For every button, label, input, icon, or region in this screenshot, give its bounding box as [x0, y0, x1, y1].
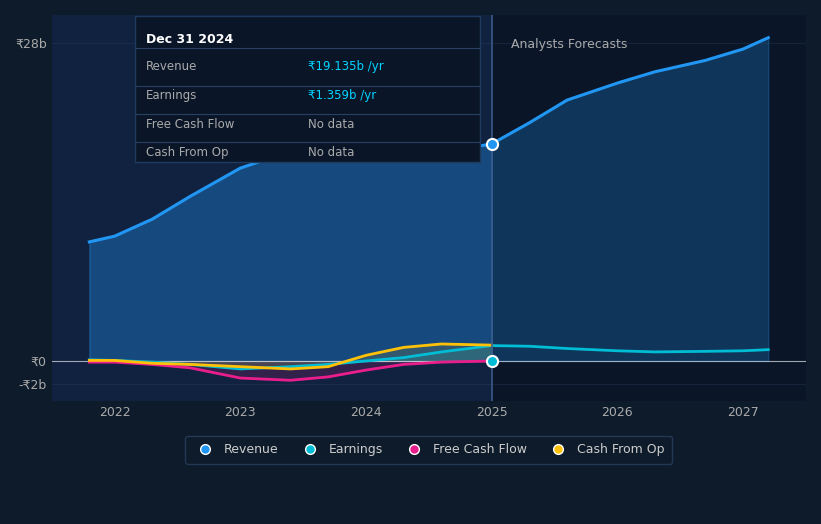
Text: ₹19.135b /yr: ₹19.135b /yr: [308, 60, 383, 73]
Text: No data: No data: [308, 118, 354, 132]
Legend: Revenue, Earnings, Free Cash Flow, Cash From Op: Revenue, Earnings, Free Cash Flow, Cash …: [186, 436, 672, 464]
Text: Cash From Op: Cash From Op: [146, 146, 228, 159]
Text: Free Cash Flow: Free Cash Flow: [146, 118, 234, 132]
Bar: [52, 15, 492, 401]
Text: Analysts Forecasts: Analysts Forecasts: [511, 38, 627, 51]
Text: Past: Past: [447, 38, 473, 51]
Text: ₹1.359b /yr: ₹1.359b /yr: [308, 89, 376, 102]
Text: Earnings: Earnings: [146, 89, 197, 102]
Bar: [492, 15, 806, 401]
Text: Revenue: Revenue: [146, 60, 197, 73]
Text: No data: No data: [308, 146, 354, 159]
Text: Dec 31 2024: Dec 31 2024: [146, 34, 233, 46]
